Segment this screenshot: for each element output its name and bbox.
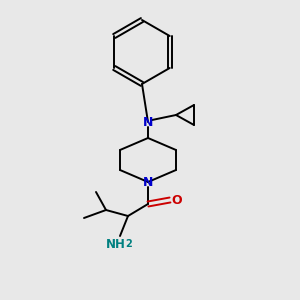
Text: NH: NH [106, 238, 126, 250]
Text: N: N [143, 116, 153, 128]
Text: O: O [172, 194, 182, 206]
Text: 2: 2 [126, 239, 132, 249]
Text: N: N [143, 176, 153, 188]
